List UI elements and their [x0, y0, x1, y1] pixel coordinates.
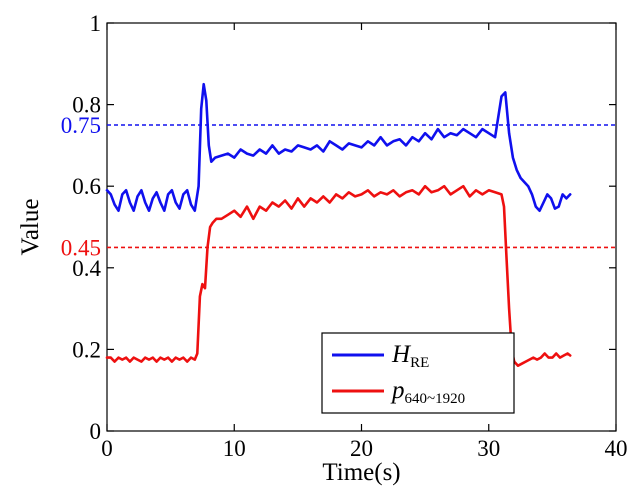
- reference-line-labels: 0.75 0.45: [61, 113, 101, 260]
- legend-label-p-main: p: [390, 377, 405, 404]
- x-tick-label-30: 30: [477, 436, 500, 461]
- x-tick-label-0: 0: [101, 436, 113, 461]
- y-tick-label-0.2: 0.2: [72, 337, 101, 362]
- y-axis-title: Value: [17, 199, 44, 256]
- y-tick-label-0.4: 0.4: [72, 256, 101, 281]
- x-tick-label-20: 20: [350, 436, 373, 461]
- series-line-hre: [105, 82, 572, 212]
- tick-labels: 0 10 20 30 40 0 0.2 0.4 0.6 0.8 1: [72, 11, 627, 461]
- legend-label-p: p640~1920: [390, 377, 465, 407]
- reference-line-label-0.75: 0.75: [61, 113, 101, 138]
- reference-lines: [107, 124, 616, 249]
- y-tick-label-0.8: 0.8: [72, 93, 101, 118]
- reference-line-label-0.45: 0.45: [61, 235, 101, 260]
- y-tick-label-0.6: 0.6: [72, 174, 101, 199]
- y-tick-label-0: 0: [90, 419, 102, 444]
- x-tick-label-40: 40: [605, 436, 628, 461]
- legend-label-p-subscript: 640~1920: [405, 391, 466, 407]
- legend: HRE p640~1920: [321, 332, 515, 414]
- x-axis-title: Time(s): [322, 459, 400, 486]
- y-tick-label-1: 1: [90, 11, 102, 36]
- legend-label-hre-main: H: [391, 341, 412, 368]
- legend-label-hre: HRE: [391, 341, 429, 371]
- x-tick-label-10: 10: [223, 436, 246, 461]
- legend-box: [321, 332, 515, 414]
- ticks: [106, 22, 617, 432]
- legend-label-hre-subscript: RE: [410, 355, 429, 371]
